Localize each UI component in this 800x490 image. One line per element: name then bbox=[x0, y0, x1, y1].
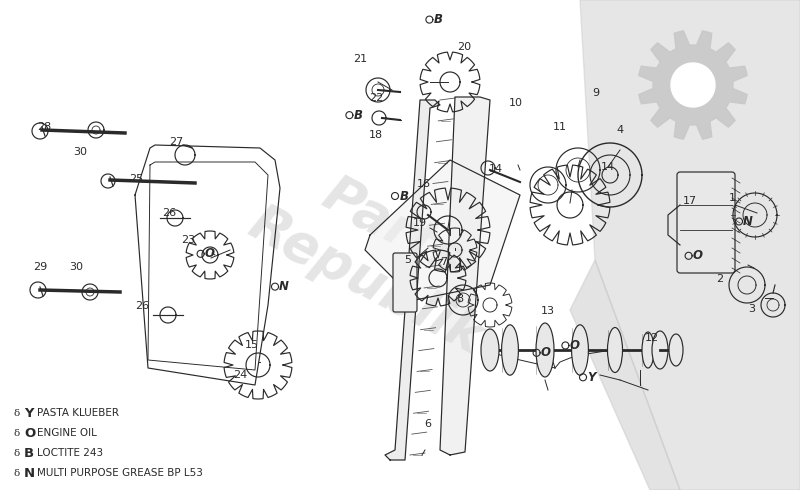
Text: 26: 26 bbox=[135, 301, 150, 311]
Text: O: O bbox=[541, 346, 550, 359]
Text: δ: δ bbox=[14, 409, 20, 417]
Text: B: B bbox=[354, 109, 363, 122]
Text: 4: 4 bbox=[617, 125, 623, 135]
Text: B: B bbox=[434, 13, 443, 26]
Text: MULTI PURPOSE GREASE BP L53: MULTI PURPOSE GREASE BP L53 bbox=[37, 468, 203, 478]
Text: 19: 19 bbox=[413, 218, 427, 228]
Text: 13: 13 bbox=[541, 306, 555, 316]
Text: 26: 26 bbox=[162, 208, 177, 218]
Polygon shape bbox=[365, 160, 520, 300]
Ellipse shape bbox=[536, 323, 554, 377]
FancyBboxPatch shape bbox=[393, 253, 417, 312]
FancyBboxPatch shape bbox=[677, 172, 735, 273]
Text: Y: Y bbox=[588, 371, 596, 384]
Text: 27: 27 bbox=[169, 137, 183, 147]
Text: N: N bbox=[279, 280, 289, 293]
Text: N: N bbox=[743, 215, 753, 228]
Text: 6: 6 bbox=[425, 419, 431, 429]
Text: O: O bbox=[24, 426, 35, 440]
Text: 12: 12 bbox=[645, 333, 659, 343]
Polygon shape bbox=[671, 63, 715, 107]
Text: 5: 5 bbox=[405, 255, 411, 265]
Text: LOCTITE 243: LOCTITE 243 bbox=[37, 448, 103, 458]
Text: 11: 11 bbox=[553, 122, 567, 132]
Text: 1: 1 bbox=[729, 194, 735, 203]
Ellipse shape bbox=[607, 327, 622, 372]
Ellipse shape bbox=[502, 325, 518, 375]
Text: 7: 7 bbox=[441, 257, 447, 267]
Text: δ: δ bbox=[14, 428, 20, 438]
Text: 2: 2 bbox=[717, 274, 723, 284]
Polygon shape bbox=[385, 100, 440, 460]
Text: 28: 28 bbox=[37, 122, 51, 132]
Text: 20: 20 bbox=[457, 42, 471, 51]
Text: 18: 18 bbox=[369, 130, 383, 140]
Ellipse shape bbox=[669, 334, 683, 366]
Text: 29: 29 bbox=[33, 262, 47, 272]
Text: 3: 3 bbox=[749, 304, 755, 314]
Text: PASTA KLUEBER: PASTA KLUEBER bbox=[37, 408, 119, 418]
Text: 14: 14 bbox=[601, 162, 615, 172]
Polygon shape bbox=[440, 97, 490, 455]
Polygon shape bbox=[570, 260, 680, 490]
Ellipse shape bbox=[652, 331, 668, 369]
Text: 24: 24 bbox=[233, 370, 247, 380]
Text: δ: δ bbox=[14, 468, 20, 477]
Text: 22: 22 bbox=[369, 93, 383, 103]
Ellipse shape bbox=[481, 329, 499, 371]
Text: B: B bbox=[24, 446, 34, 460]
Text: 30: 30 bbox=[69, 262, 83, 272]
Text: 10: 10 bbox=[509, 98, 523, 108]
Text: ENGINE OIL: ENGINE OIL bbox=[37, 428, 97, 438]
Text: 16: 16 bbox=[417, 179, 431, 189]
Text: δ: δ bbox=[14, 448, 20, 458]
Text: N: N bbox=[24, 466, 35, 480]
Text: Parts
Republik: Parts Republik bbox=[240, 145, 520, 365]
Text: 17: 17 bbox=[682, 196, 697, 206]
Text: O: O bbox=[570, 339, 579, 352]
Text: 23: 23 bbox=[181, 235, 195, 245]
Text: O: O bbox=[693, 249, 702, 262]
Text: 21: 21 bbox=[353, 54, 367, 64]
Text: 30: 30 bbox=[73, 147, 87, 157]
Ellipse shape bbox=[571, 325, 588, 375]
Text: 25: 25 bbox=[129, 174, 143, 184]
Text: 8: 8 bbox=[457, 294, 463, 304]
Text: O: O bbox=[205, 247, 214, 260]
Text: 14: 14 bbox=[489, 164, 503, 174]
Text: 15: 15 bbox=[245, 341, 259, 350]
Text: 9: 9 bbox=[593, 88, 599, 98]
Text: B: B bbox=[399, 190, 409, 202]
Polygon shape bbox=[639, 31, 747, 139]
Polygon shape bbox=[580, 0, 800, 490]
Text: Y: Y bbox=[24, 407, 34, 419]
Ellipse shape bbox=[642, 332, 654, 368]
